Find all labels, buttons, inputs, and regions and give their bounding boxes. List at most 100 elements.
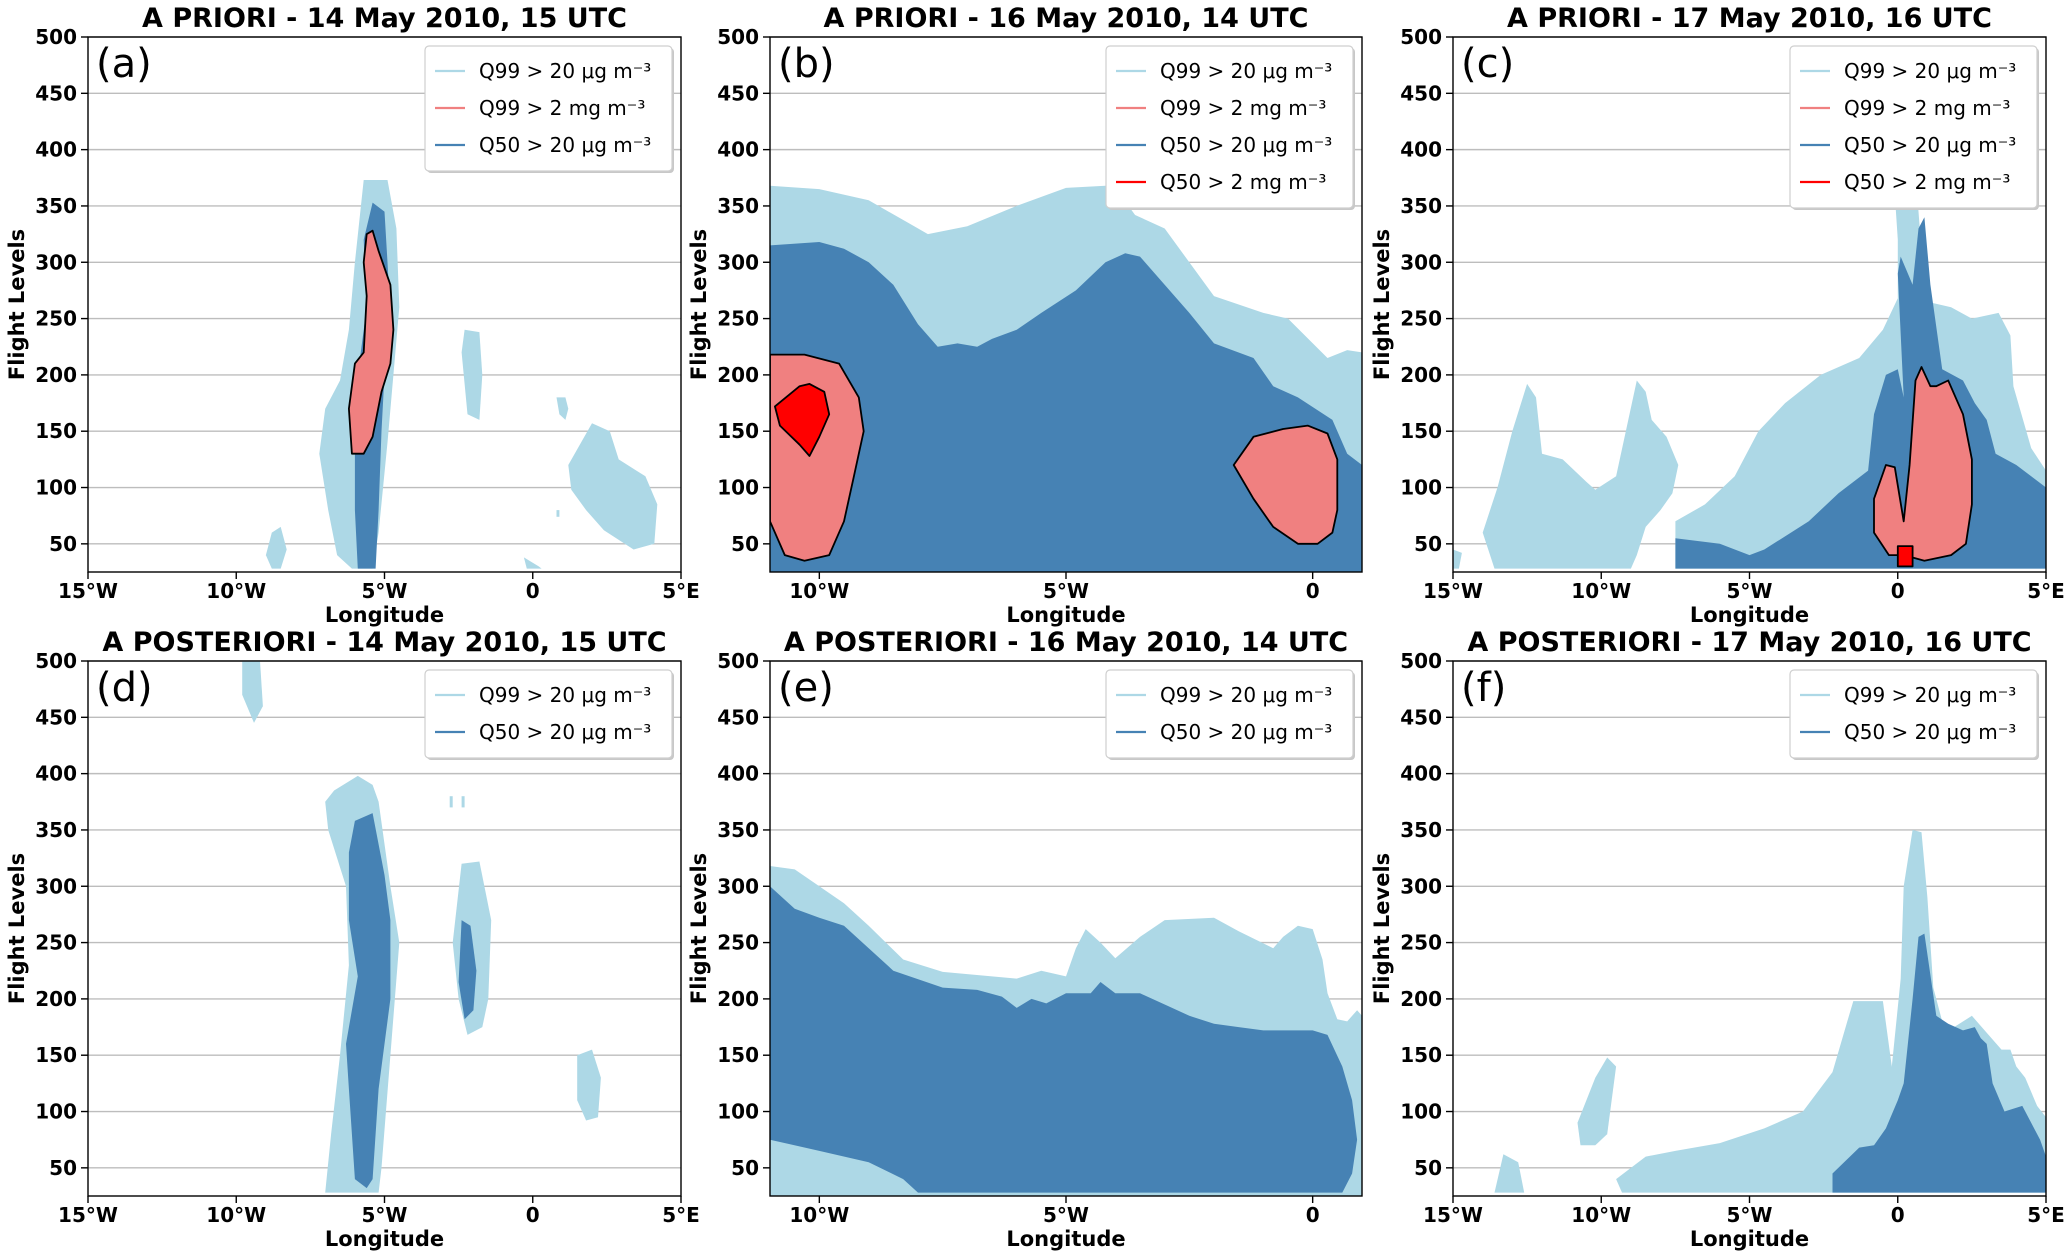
region-f-series0-1 (1577, 1057, 1617, 1146)
x-tick-label: 5°E (2027, 579, 2065, 603)
y-axis-label: Flight Levels (687, 229, 711, 380)
panel-title: A PRIORI - 14 May 2010, 15 UTC (142, 3, 627, 34)
y-tick-label: 50 (49, 1156, 77, 1180)
y-tick-label: 450 (35, 705, 77, 729)
legend-box (1789, 45, 2038, 209)
legend-label: Q50 > 20 μg m⁻³ (1160, 133, 1332, 157)
y-tick-label: 200 (1400, 363, 1442, 387)
legend-label: Q50 > 20 μg m⁻³ (479, 133, 651, 157)
legend-label: Q99 > 2 mg m⁻³ (1844, 96, 2010, 120)
x-tick-label: 5°E (662, 579, 700, 603)
y-tick-label: 500 (717, 25, 759, 49)
y-tick-label: 350 (35, 818, 77, 842)
x-tick-label: 0 (1306, 1203, 1320, 1227)
region-c-series0-1 (1482, 380, 1679, 569)
legend: Q99 > 20 μg m⁻³ Q50 > 20 μg m⁻³ (1789, 669, 2039, 760)
y-axis-label: Flight Levels (5, 229, 29, 380)
y-tick-label: 400 (717, 138, 759, 162)
region-b-series3-0 (774, 383, 831, 457)
x-axis-label: Longitude (1690, 603, 1809, 627)
y-tick-label: 100 (1400, 1100, 1442, 1124)
x-tick-label: 5°W (362, 579, 408, 603)
region-a-series0-3 (556, 397, 569, 420)
y-tick-label: 500 (1400, 649, 1442, 673)
y-tick-label: 400 (1400, 762, 1442, 786)
region-d-series0-0 (242, 661, 263, 723)
legend-label: Q50 > 20 μg m⁻³ (1844, 133, 2016, 157)
legend-label: Q50 > 20 μg m⁻³ (479, 720, 651, 744)
y-tick-label: 150 (717, 419, 759, 443)
y-tick-label: 450 (1400, 81, 1442, 105)
y-tick-label: 350 (1400, 818, 1442, 842)
y-axis-label: Flight Levels (687, 853, 711, 1004)
x-tick-label: 5°W (1043, 1203, 1089, 1227)
y-tick-label: 200 (1400, 987, 1442, 1011)
panel-tag: (b) (778, 41, 835, 87)
plot-area (770, 185, 1362, 572)
y-tick-label: 200 (35, 363, 77, 387)
y-tick-label: 450 (717, 81, 759, 105)
y-tick-label: 250 (717, 931, 759, 955)
y-tick-label: 150 (35, 419, 77, 443)
y-tick-label: 200 (717, 363, 759, 387)
legend-label: Q99 > 20 μg m⁻³ (1844, 59, 2016, 83)
legend-box (424, 669, 673, 759)
y-tick-label: 50 (731, 532, 759, 556)
panel-c: 15°W 10°W 5°W 0 5°E 50 100 150 200 250 300 350 400 45… (1370, 3, 2065, 627)
panel-title: A POSTERIORI - 14 May 2010, 15 UTC (102, 627, 666, 658)
y-tick-label: 250 (717, 307, 759, 331)
x-tick-label: 0 (526, 579, 540, 603)
panel-e: 10°W 5°W 0 50 100 150 200 250 300 350 400 450 500 Lon… (687, 627, 1363, 1251)
x-tick-label: 0 (1306, 579, 1320, 603)
y-tick-label: 500 (35, 25, 77, 49)
legend: Q99 > 20 μg m⁻³ Q99 > 2 mg m⁻³ Q50 > 20 μg… (424, 45, 674, 173)
legend-box (1789, 669, 2038, 759)
y-tick-label: 100 (717, 1100, 759, 1124)
panel-a: 15°W 10°W 5°W 0 5°E 50 100 150 200 250 300 350 400 45… (5, 3, 700, 627)
x-axis-label: Longitude (1006, 1227, 1125, 1251)
panel-title: A PRIORI - 16 May 2010, 14 UTC (824, 3, 1309, 34)
y-tick-label: 400 (717, 762, 759, 786)
y-tick-label: 300 (35, 874, 77, 898)
region-d-series0-2 (449, 796, 453, 808)
x-tick-label: 10°W (1571, 579, 1631, 603)
region-a-series0-2 (461, 329, 483, 420)
region-b-series1-0 (770, 242, 1362, 572)
legend: Q99 > 20 μg m⁻³ Q50 > 20 μg m⁻³ (1105, 669, 1355, 760)
x-tick-label: 5°W (1043, 579, 1089, 603)
panel-tag: (f) (1461, 665, 1506, 711)
y-tick-label: 100 (717, 476, 759, 500)
panel-title: A POSTERIORI - 17 May 2010, 16 UTC (1467, 627, 2031, 658)
legend-label: Q50 > 2 mg m⁻³ (1160, 170, 1326, 194)
y-tick-label: 250 (1400, 931, 1442, 955)
legend-label: Q99 > 2 mg m⁻³ (479, 96, 645, 120)
y-tick-label: 400 (35, 762, 77, 786)
y-tick-label: 300 (1400, 250, 1442, 274)
region-e-series1-0 (770, 886, 1358, 1193)
y-tick-label: 350 (35, 194, 77, 218)
x-axis-label: Longitude (1690, 1227, 1809, 1251)
plot-area (770, 866, 1362, 1196)
y-tick-label: 50 (49, 532, 77, 556)
legend-label: Q50 > 20 μg m⁻³ (1844, 720, 2016, 744)
panel-tag: (c) (1461, 41, 1514, 87)
x-tick-label: 0 (526, 1203, 540, 1227)
y-tick-label: 450 (717, 705, 759, 729)
y-tick-label: 350 (1400, 194, 1442, 218)
x-tick-label: 5°W (1727, 579, 1773, 603)
x-tick-label: 10°W (206, 579, 266, 603)
y-tick-label: 300 (717, 874, 759, 898)
region-a-series0-1 (265, 526, 287, 569)
y-tick-label: 100 (35, 476, 77, 500)
legend-label: Q50 > 20 μg m⁻³ (1160, 720, 1332, 744)
x-tick-label: 0 (1891, 579, 1905, 603)
region-a-series0-5 (556, 510, 560, 517)
legend-label: Q99 > 20 μg m⁻³ (1160, 683, 1332, 707)
plot-area (242, 661, 601, 1193)
panel-f: 15°W 10°W 5°W 0 5°E 50 100 150 200 250 300 350 400 45… (1370, 627, 2065, 1251)
plot-area (1453, 127, 2046, 569)
legend: Q99 > 20 μg m⁻³ Q99 > 2 mg m⁻³ Q50 > 20 μg… (1789, 45, 2039, 210)
panel-d: 15°W 10°W 5°W 0 5°E 50 100 150 200 250 300 350 400 45… (5, 627, 700, 1251)
panel-tag: (e) (778, 665, 834, 711)
